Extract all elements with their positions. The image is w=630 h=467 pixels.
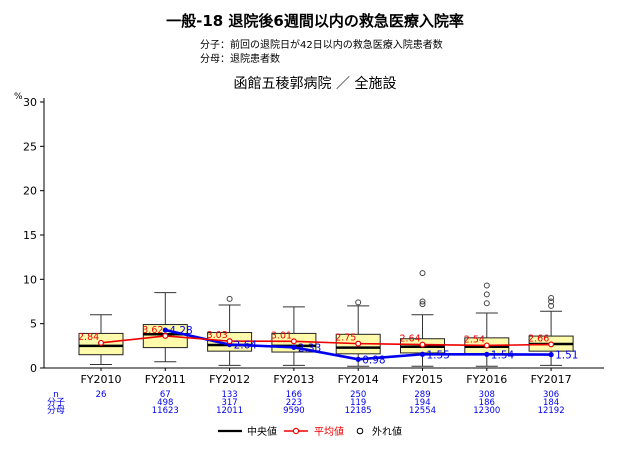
chart-title: 一般-18 退院後6週間以内の救急医療入院率 bbox=[166, 12, 464, 30]
median-label-FY2017: 1.51 bbox=[555, 350, 578, 362]
legend-outlier-label: 外れ値 bbox=[372, 425, 402, 438]
x-tick-label-FY2016: FY2016 bbox=[466, 373, 507, 386]
mean-label-FY2016: 2.54 bbox=[464, 334, 485, 345]
table-cell-0-4: 250 bbox=[350, 390, 366, 400]
outlier-FY2017-0 bbox=[548, 302, 555, 309]
table-cell-0-7: 306 bbox=[543, 390, 559, 400]
table-cell-1-5: 194 bbox=[414, 398, 430, 408]
median-label-FY2012: 2.64 bbox=[234, 340, 258, 352]
table-cell-0-0: 26 bbox=[96, 390, 107, 400]
x-tick-label-FY2017: FY2017 bbox=[531, 373, 572, 386]
x-tick-label-FY2012: FY2012 bbox=[209, 373, 250, 386]
x-tick-label-FY2011: FY2011 bbox=[145, 373, 186, 386]
numerator-note: 分子：前回の退院日が42日以内の救急医療入院患者数 bbox=[200, 38, 443, 51]
legend-mean-label: 平均値 bbox=[314, 425, 344, 438]
mean-label-FY2012: 3.03 bbox=[207, 330, 228, 341]
mean-label-FY2013: 3.01 bbox=[271, 330, 292, 341]
table-cell-1-4: 119 bbox=[350, 398, 366, 408]
median-label-FY2015: 1.55 bbox=[427, 349, 450, 361]
median-point-2 bbox=[291, 344, 297, 350]
mean-point-6 bbox=[483, 342, 490, 349]
table-cell-2-6: 12300 bbox=[473, 406, 500, 416]
outlier-FY2017-1 bbox=[548, 298, 555, 305]
y-tick-label-5: 5 bbox=[30, 318, 37, 331]
mean-point-7 bbox=[548, 341, 555, 348]
outlier-FY2016-0 bbox=[483, 300, 490, 307]
mean-point-3 bbox=[290, 338, 297, 345]
y-tick-label-25: 25 bbox=[23, 140, 37, 153]
table-row-label-0: n bbox=[53, 390, 59, 400]
table-cell-2-5: 12554 bbox=[409, 406, 436, 416]
median-label-FY2016: 1.54 bbox=[491, 349, 515, 361]
legend-median-label: 中央値 bbox=[247, 425, 277, 438]
median-point-4 bbox=[419, 351, 426, 357]
table-row-label-2: 分母 bbox=[47, 405, 65, 416]
denominator-note: 分母：退院患者数 bbox=[200, 52, 280, 65]
median-label-FY2014: 0.98 bbox=[362, 354, 385, 366]
outlier-FY2012-0 bbox=[226, 295, 233, 302]
outlier-FY2015-2 bbox=[419, 270, 426, 277]
table-cell-1-6: 186 bbox=[479, 398, 495, 408]
chart-subtitle: 函館五稜郭病院 ／ 全施設 bbox=[234, 75, 397, 92]
outlier-FY2016-1 bbox=[483, 291, 490, 298]
outlier-FY2015-0 bbox=[419, 301, 426, 308]
legend-outlier-symbol bbox=[356, 427, 364, 435]
series-line-mean bbox=[100, 335, 552, 347]
table-cell-0-6: 308 bbox=[479, 390, 495, 400]
x-tick-label-FY2014: FY2014 bbox=[338, 373, 379, 386]
table-cell-1-3: 223 bbox=[286, 398, 302, 408]
table-cell-2-3: 9590 bbox=[283, 406, 305, 416]
median-label-FY2013: 2.33 bbox=[298, 342, 321, 354]
median-label-FY2011: 4.28 bbox=[169, 325, 192, 337]
y-tick-label-0: 0 bbox=[30, 362, 37, 375]
y-axis-unit: % bbox=[14, 92, 23, 102]
outlier-FY2016-2 bbox=[483, 282, 490, 289]
table-cell-1-1: 498 bbox=[157, 398, 173, 408]
mean-label-FY2014: 2.75 bbox=[335, 333, 356, 344]
outlier-FY2014-0 bbox=[355, 299, 362, 306]
table-cell-0-5: 289 bbox=[414, 390, 430, 400]
plot-area: 0 5 10 15 20 25 30 2.84 3.62 3.03 3.01 2.75 2.64 2.54… bbox=[23, 96, 604, 438]
median-point-0 bbox=[162, 327, 168, 333]
table-cell-2-7: 12192 bbox=[538, 406, 565, 416]
outlier-FY2017-2 bbox=[548, 294, 555, 301]
mean-point-5 bbox=[419, 341, 426, 348]
y-tick-label-20: 20 bbox=[23, 185, 37, 198]
mean-label-FY2015: 2.64 bbox=[400, 334, 421, 345]
table-cell-2-1: 11623 bbox=[152, 406, 179, 416]
table-cell-1-7: 184 bbox=[543, 398, 559, 408]
x-tick-label-FY2013: FY2013 bbox=[273, 373, 314, 386]
mean-label-FY2017: 2.66 bbox=[528, 333, 549, 344]
y-tick-label-30: 30 bbox=[23, 96, 37, 109]
table-cell-0-3: 166 bbox=[286, 390, 302, 400]
mean-point-1 bbox=[162, 332, 169, 339]
table-row-label-1: 分子 bbox=[47, 397, 65, 408]
x-tick-label-FY2010: FY2010 bbox=[80, 373, 121, 386]
mean-label-FY2011: 3.62 bbox=[142, 325, 163, 336]
table-cell-0-2: 133 bbox=[221, 390, 237, 400]
x-tick-label-FY2015: FY2015 bbox=[402, 373, 443, 386]
median-point-3 bbox=[355, 356, 361, 362]
mean-point-0 bbox=[97, 339, 104, 346]
mean-point-4 bbox=[355, 340, 362, 347]
mean-point-2 bbox=[226, 338, 233, 345]
y-tick-label-15: 15 bbox=[23, 229, 37, 242]
legend-mean-circle bbox=[292, 427, 300, 435]
table-cell-2-4: 12185 bbox=[345, 406, 372, 416]
table-cell-1-2: 317 bbox=[221, 398, 237, 408]
outlier-FY2015-1 bbox=[419, 298, 426, 305]
median-point-6 bbox=[548, 352, 554, 358]
table-cell-0-1: 67 bbox=[160, 390, 171, 400]
y-tick-label-10: 10 bbox=[23, 273, 37, 286]
median-point-5 bbox=[484, 351, 490, 357]
table-cell-2-2: 12011 bbox=[216, 406, 243, 416]
mean-label-FY2010: 2.84 bbox=[78, 332, 99, 343]
